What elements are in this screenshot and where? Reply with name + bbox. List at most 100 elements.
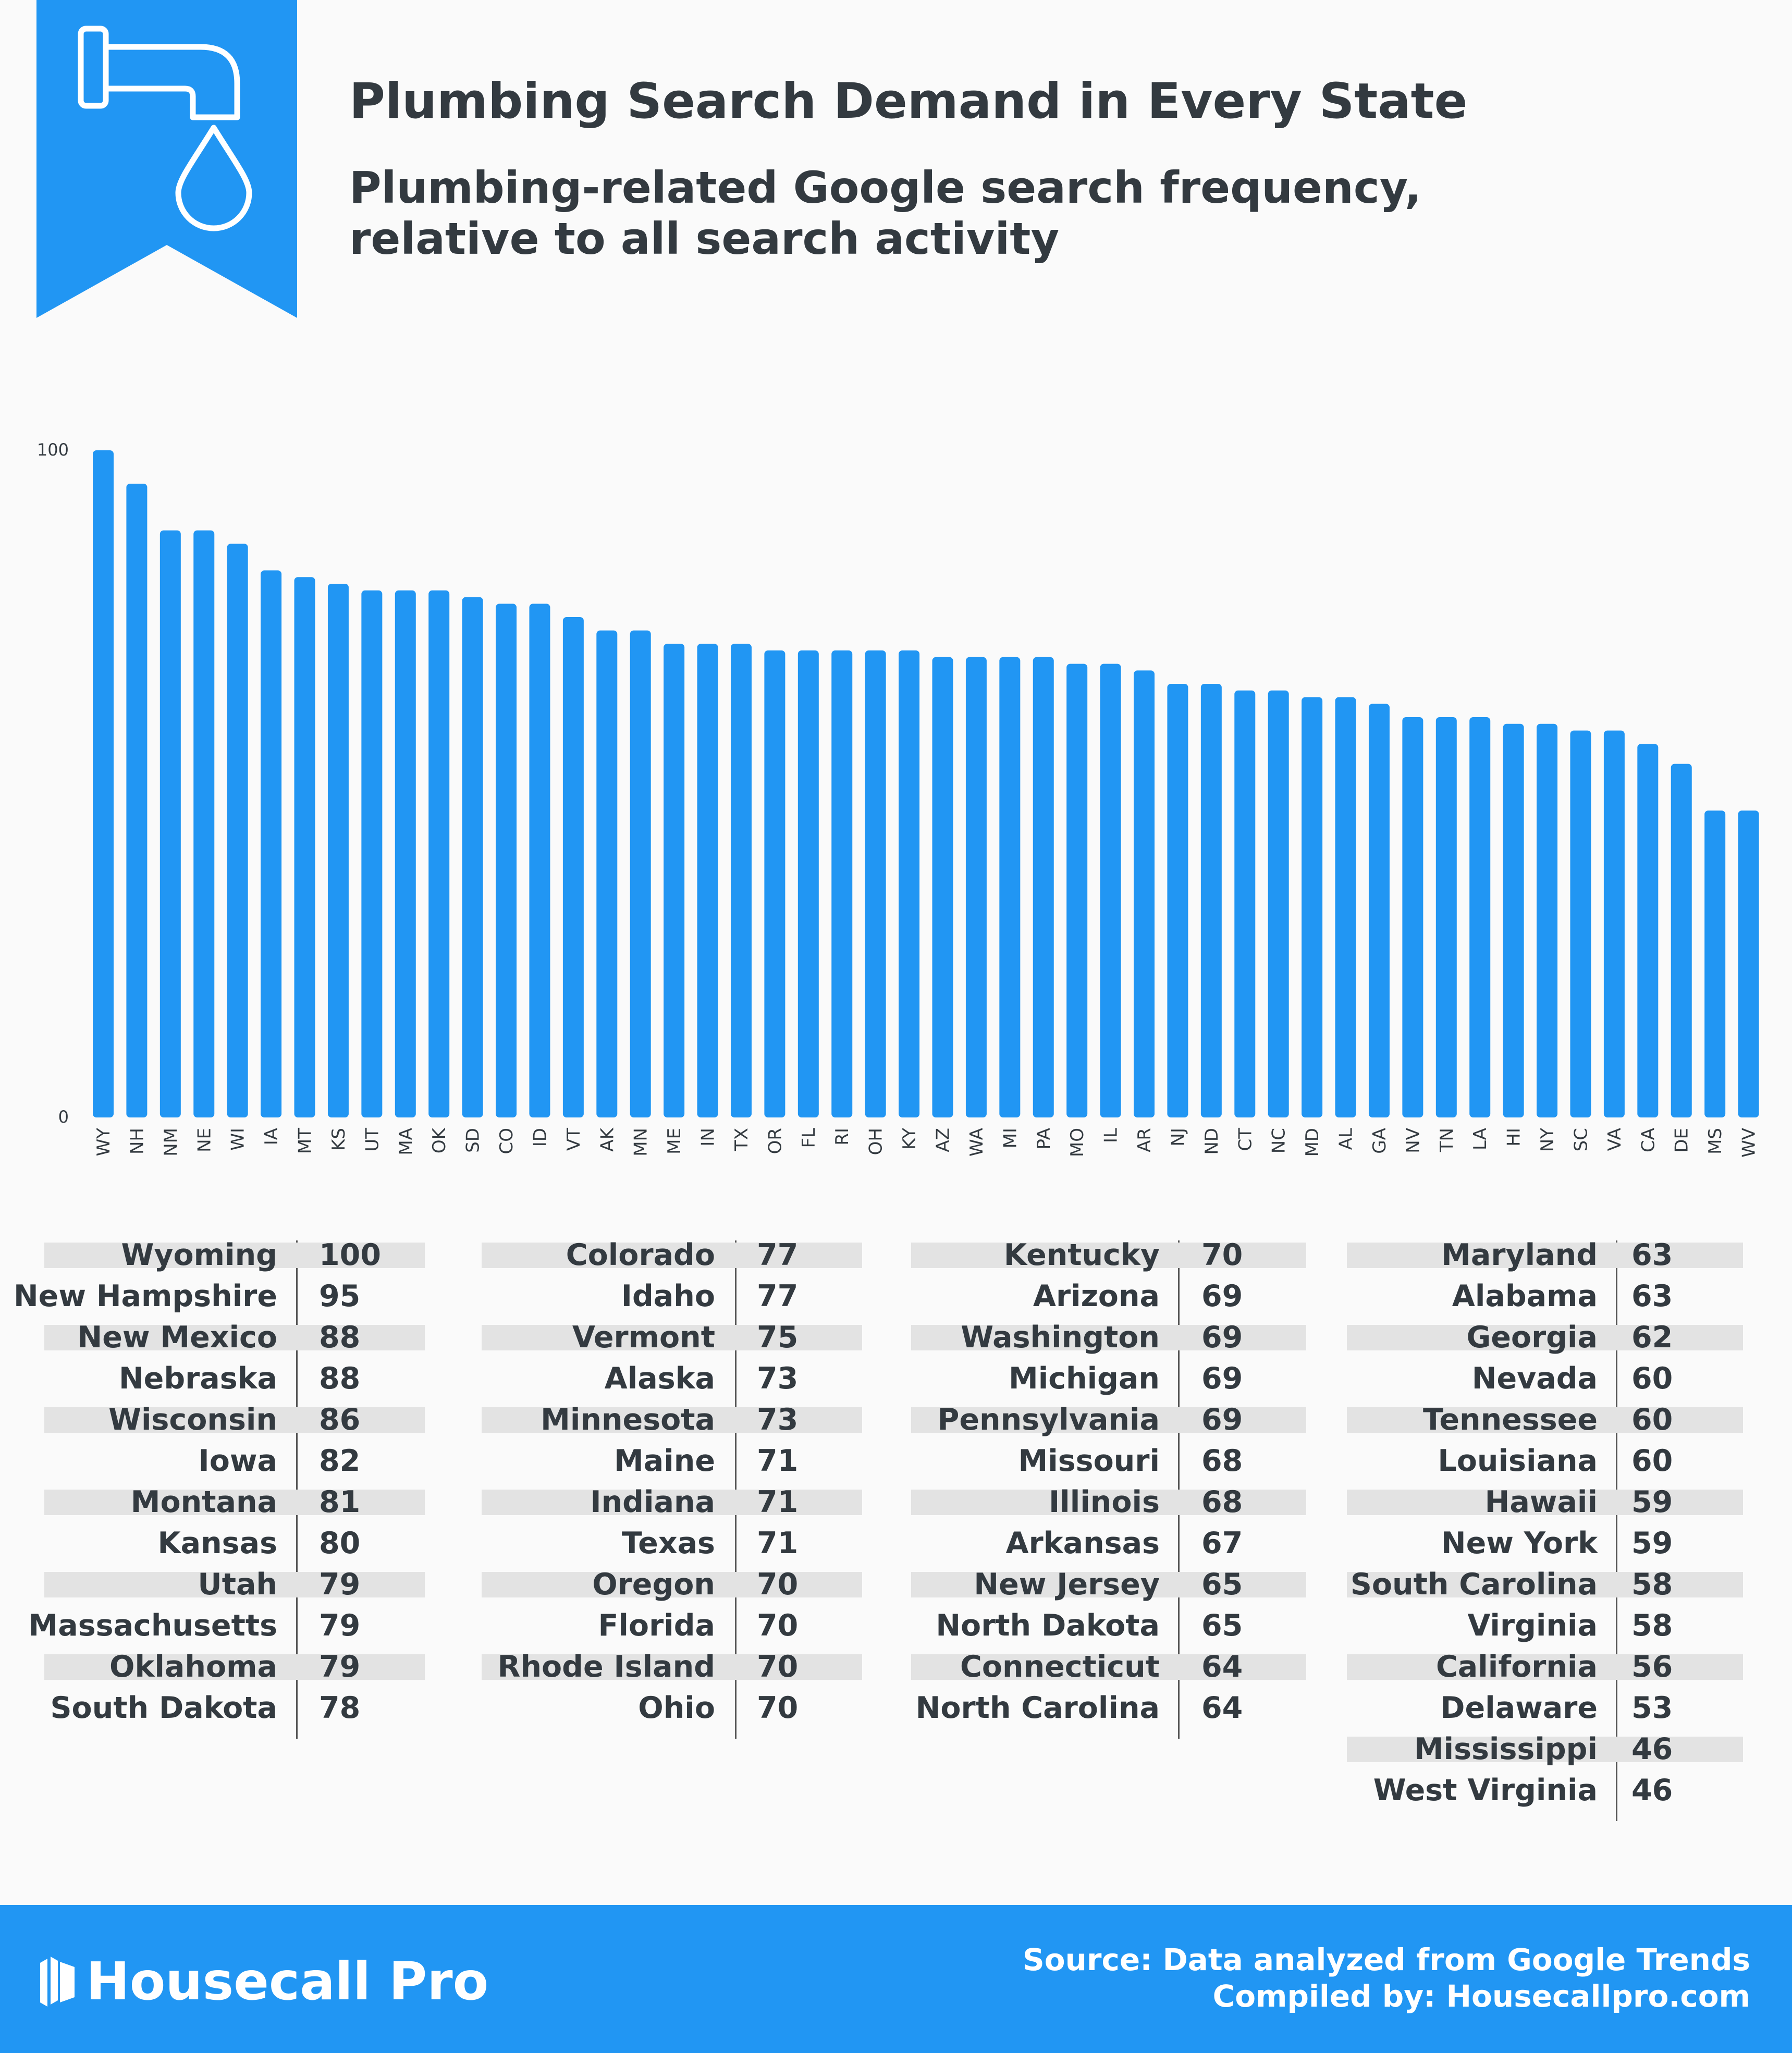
bar-tx [730, 644, 752, 1117]
state-name: Idaho [621, 1279, 715, 1313]
bar-in [697, 644, 718, 1117]
bar-chart: 0 100 WY NH NM NE WI IA MT KS UT MA OK SD CO ID VT AK MN ME… [37, 440, 1760, 1158]
x-tick-label: ND [1201, 1128, 1222, 1155]
table-row: Alaska 73 [482, 1364, 862, 1394]
x-tick-label: NY [1537, 1128, 1558, 1152]
table-row: Wisconsin 86 [44, 1405, 425, 1435]
state-value: 73 [757, 1403, 799, 1437]
bar-ak [596, 630, 618, 1117]
state-value: 86 [319, 1403, 361, 1437]
state-value: 46 [1631, 1732, 1673, 1766]
bar-md [1302, 697, 1323, 1117]
state-value: 100 [319, 1238, 381, 1272]
x-tick-label: MD [1302, 1128, 1323, 1157]
table-row: Kansas 80 [44, 1529, 425, 1558]
state-value: 58 [1631, 1567, 1673, 1602]
bar-fl [797, 650, 819, 1117]
page-subtitle: Plumbing-related Google search frequency… [349, 162, 1421, 264]
state-value: 70 [757, 1691, 799, 1725]
bar-ne [193, 530, 215, 1117]
state-value: 60 [1631, 1361, 1673, 1396]
x-tick-label: MS [1705, 1128, 1726, 1154]
x-tick-label: AK [597, 1127, 618, 1151]
bar-sc [1570, 730, 1591, 1117]
state-name: Delaware [1440, 1691, 1598, 1725]
table-row: Indiana 71 [482, 1487, 862, 1517]
housecall-logo-icon [40, 1956, 75, 2007]
state-value: 81 [319, 1485, 361, 1519]
table-row: Kentucky 70 [911, 1240, 1306, 1270]
state-name: Virginia [1467, 1608, 1598, 1643]
y-tick-label: 0 [58, 1107, 69, 1127]
table-row: New York 59 [1347, 1529, 1743, 1558]
column-divider [1616, 1240, 1617, 1821]
table-row: Vermont 75 [482, 1323, 862, 1353]
table-row: Montana 81 [44, 1487, 425, 1517]
state-name: Utah [198, 1567, 277, 1602]
x-tick-label: CA [1638, 1128, 1659, 1152]
bar-ok [428, 590, 450, 1117]
state-value: 64 [1201, 1691, 1243, 1725]
table-row: Alabama 63 [1347, 1282, 1743, 1311]
state-name: Colorado [566, 1238, 715, 1272]
state-name: Alaska [604, 1361, 715, 1396]
bar-ar [1134, 670, 1155, 1117]
table-row: New Hampshire 95 [14, 1282, 425, 1311]
table-row: Maryland 63 [1347, 1240, 1743, 1270]
x-tick-label: WV [1739, 1128, 1760, 1158]
x-tick-label: MT [295, 1128, 316, 1154]
table-row: Mississippi 46 [1347, 1735, 1743, 1764]
state-name: Montana [130, 1485, 277, 1519]
bar-ga [1368, 704, 1390, 1117]
state-value: 67 [1201, 1526, 1243, 1560]
x-tick-label: IA [261, 1128, 282, 1145]
state-name: Illinois [1048, 1485, 1160, 1519]
bar-co [496, 604, 517, 1117]
table-row: Tennessee 60 [1347, 1405, 1743, 1435]
data-table: Wyoming 100 New Hampshire 95 New Mexico 88 Neb… [0, 1240, 1792, 1845]
x-tick-label: OK [429, 1127, 450, 1153]
table-row: New Mexico 88 [44, 1323, 425, 1353]
state-value: 77 [757, 1238, 799, 1272]
state-name: Tennessee [1423, 1403, 1598, 1437]
state-name: Wisconsin [108, 1403, 277, 1437]
x-tick-label: WI [228, 1128, 249, 1151]
table-row: North Dakota 65 [911, 1611, 1306, 1641]
state-name: Kentucky [1003, 1238, 1160, 1272]
state-value: 79 [319, 1650, 361, 1684]
bar-de [1671, 764, 1692, 1117]
bar-nd [1200, 684, 1222, 1117]
x-tick-label: LA [1470, 1128, 1491, 1150]
state-value: 69 [1201, 1279, 1243, 1313]
state-name: New Jersey [974, 1567, 1160, 1602]
state-value: 59 [1631, 1526, 1673, 1560]
table-row: Minnesota 73 [482, 1405, 862, 1435]
state-name: Texas [621, 1526, 715, 1560]
x-tick-label: SD [463, 1128, 484, 1153]
state-value: 64 [1201, 1650, 1243, 1684]
x-tick-label: IN [698, 1128, 719, 1146]
table-column: Kentucky 70 Arizona 69 Washington 69 Michigan 6… [911, 1240, 1306, 1739]
table-row: Massachusetts 79 [29, 1611, 425, 1641]
state-value: 71 [757, 1526, 799, 1560]
state-value: 80 [319, 1526, 361, 1560]
bar-ct [1234, 690, 1256, 1117]
state-name: Arkansas [1005, 1526, 1160, 1560]
state-value: 71 [757, 1444, 799, 1478]
bar-mi [999, 657, 1021, 1117]
x-tick-label: VT [563, 1128, 584, 1151]
table-column: Colorado 77 Idaho 77 Vermont 75 Alaska 73 Minnes… [482, 1238, 862, 1739]
table-row: South Dakota 78 [44, 1693, 425, 1723]
state-value: 70 [1201, 1238, 1243, 1272]
state-name: New Mexico [77, 1320, 278, 1355]
state-value: 63 [1631, 1279, 1673, 1313]
table-row: Florida 70 [482, 1611, 862, 1641]
state-value: 71 [757, 1485, 799, 1519]
x-tick-label: AL [1336, 1128, 1357, 1150]
table-row: Connecticut 64 [911, 1652, 1306, 1682]
source-text: Source: Data analyzed from Google Trends… [1023, 1941, 1750, 2014]
x-tick-label: MI [1000, 1128, 1021, 1148]
bar-wy [93, 450, 114, 1117]
bar-il [1100, 663, 1121, 1117]
state-value: 68 [1201, 1444, 1243, 1478]
